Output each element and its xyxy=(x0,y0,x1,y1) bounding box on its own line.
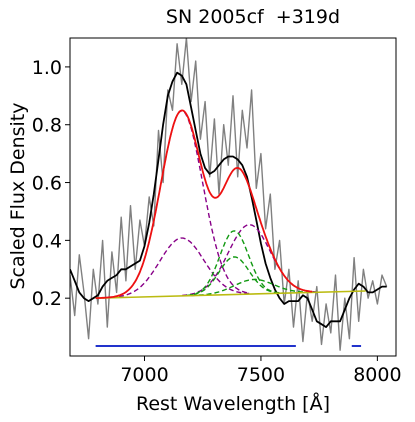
y-tick-label: 0.2 xyxy=(32,288,62,310)
raw-spectrum-line xyxy=(70,38,388,351)
chart-title: SN 2005cf +319d xyxy=(166,6,340,28)
smoothed-spectrum-line xyxy=(70,71,387,328)
continuum-layer xyxy=(95,290,366,299)
smoothed-spectrum-layer xyxy=(70,71,387,328)
gaussian-components-layer xyxy=(110,110,317,299)
y-tick-label: 0.6 xyxy=(32,173,62,195)
y-tick-label: 0.4 xyxy=(32,230,62,252)
component-b-tail-curve xyxy=(190,278,317,297)
x-tick-label: 8000 xyxy=(353,364,401,386)
plot-frame xyxy=(69,37,397,357)
x-tick-label: 7500 xyxy=(237,364,285,386)
continuum-line xyxy=(95,290,366,299)
component-a-low-curve xyxy=(110,237,252,299)
raw-spectrum-layer xyxy=(70,38,388,351)
total-fit-line xyxy=(95,109,313,299)
y-tick-label: 0.8 xyxy=(32,115,62,137)
component-a-red-curve xyxy=(182,224,317,297)
y-axis-title: Scaled Flux Density xyxy=(7,103,29,290)
y-tick-label: 1.0 xyxy=(32,57,62,79)
fit-layer xyxy=(95,109,313,299)
x-tick-label: 7000 xyxy=(120,364,168,386)
x-axis-title: Rest Wavelength [Å] xyxy=(136,392,330,415)
y-axis: 0.2 0.4 0.6 0.8 1.0 xyxy=(32,57,70,310)
x-axis: 7000 7500 8000 xyxy=(120,356,402,386)
plot-area xyxy=(70,38,388,351)
component-b-main-curve xyxy=(187,230,280,296)
component-b-low-curve xyxy=(185,256,283,297)
